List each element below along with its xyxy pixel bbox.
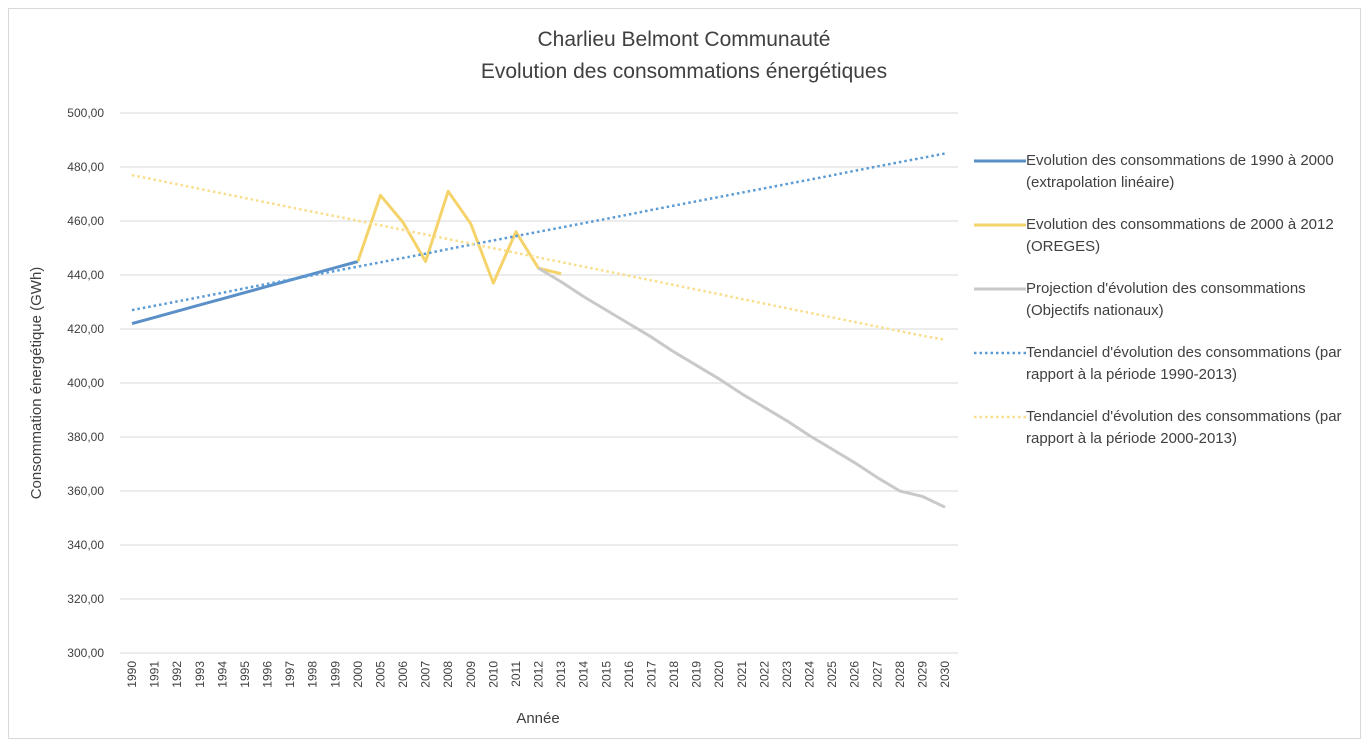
legend-item: Evolution des consommations de 1990 à 20… bbox=[970, 150, 1360, 194]
legend-swatch bbox=[974, 351, 1026, 355]
chart-title: Charlieu Belmont Communauté bbox=[538, 28, 831, 51]
series-line bbox=[131, 152, 946, 312]
y-axis-title: Consommation énergétique (GWh) bbox=[28, 267, 45, 500]
x-tick-label: 2018 bbox=[667, 661, 681, 688]
x-tick-label: 2024 bbox=[803, 661, 817, 688]
x-tick-label: 2023 bbox=[780, 661, 794, 688]
chart-subtitle: Evolution des consommations énergétiques bbox=[481, 60, 887, 83]
x-tick-label: 1991 bbox=[148, 661, 162, 688]
x-tick-label: 2015 bbox=[599, 661, 613, 688]
series-line bbox=[131, 260, 359, 326]
y-tick-label: 440,00 bbox=[67, 268, 104, 282]
x-tick-label: 1992 bbox=[170, 661, 184, 688]
x-tick-label: 2020 bbox=[712, 661, 726, 688]
legend-label: Evolution des consommations de 2000 à 20… bbox=[1026, 216, 1334, 255]
x-tick-label: 2016 bbox=[622, 661, 636, 688]
x-tick-label: 2007 bbox=[419, 661, 433, 688]
legend-swatch bbox=[974, 287, 1026, 291]
legend-swatch bbox=[974, 223, 1026, 227]
x-tick-label: 2030 bbox=[938, 661, 952, 688]
chart-frame bbox=[8, 8, 1361, 739]
x-tick-label: 2021 bbox=[735, 661, 749, 688]
x-tick-label: 1998 bbox=[306, 661, 320, 688]
x-tick-label: 1997 bbox=[283, 661, 297, 688]
y-tick-label: 500,00 bbox=[67, 106, 104, 120]
legend-label: Projection d'évolution des consommations… bbox=[1026, 280, 1306, 319]
x-tick-label: 2014 bbox=[577, 661, 591, 688]
x-tick-label: 2019 bbox=[690, 661, 704, 688]
x-tick-label: 2029 bbox=[915, 661, 929, 688]
series-line bbox=[537, 266, 946, 509]
x-tick-label: 1995 bbox=[238, 661, 252, 688]
x-tick-label: 1999 bbox=[328, 661, 342, 688]
x-tick-label: 1994 bbox=[215, 661, 229, 688]
legend-swatch bbox=[974, 415, 1026, 419]
y-tick-label: 400,00 bbox=[67, 376, 104, 390]
x-tick-label: 2028 bbox=[893, 661, 907, 688]
x-tick-label: 2025 bbox=[825, 661, 839, 688]
x-tick-label: 1990 bbox=[125, 661, 139, 688]
x-tick-label: 1996 bbox=[261, 661, 275, 688]
y-tick-label: 340,00 bbox=[67, 538, 104, 552]
x-tick-label: 2013 bbox=[554, 661, 568, 688]
x-tick-label: 2000 bbox=[351, 661, 365, 688]
legend-label: Tendanciel d'évolution des consommations… bbox=[1026, 344, 1342, 383]
legend: Evolution des consommations de 1990 à 20… bbox=[970, 150, 1360, 470]
y-tick-label: 300,00 bbox=[67, 646, 104, 660]
x-tick-label: 2027 bbox=[870, 661, 884, 688]
series-line bbox=[131, 173, 946, 342]
legend-item: Tendanciel d'évolution des consommations… bbox=[970, 406, 1360, 450]
y-tick-label: 480,00 bbox=[67, 160, 104, 174]
x-tick-label: 2010 bbox=[486, 661, 500, 688]
x-tick-label: 2011 bbox=[509, 661, 523, 687]
legend-item: Tendanciel d'évolution des consommations… bbox=[970, 342, 1360, 386]
legend-swatch bbox=[974, 159, 1026, 163]
y-tick-label: 360,00 bbox=[67, 484, 104, 498]
x-tick-label: 1993 bbox=[193, 661, 207, 688]
x-tick-label: 2009 bbox=[464, 661, 478, 688]
x-tick-label: 2022 bbox=[757, 661, 771, 688]
y-tick-label: 420,00 bbox=[67, 322, 104, 336]
x-tick-label: 2005 bbox=[373, 661, 387, 688]
series-line bbox=[356, 189, 562, 285]
x-tick-label: 2006 bbox=[396, 661, 410, 688]
y-tick-label: 320,00 bbox=[67, 592, 104, 606]
x-tick-label: 2008 bbox=[441, 661, 455, 688]
x-tick-label: 2026 bbox=[848, 661, 862, 688]
x-tick-label: 2017 bbox=[644, 661, 658, 688]
x-tick-label: 2012 bbox=[532, 661, 546, 688]
legend-item: Evolution des consommations de 2000 à 20… bbox=[970, 214, 1360, 258]
legend-label: Evolution des consommations de 1990 à 20… bbox=[1026, 152, 1334, 191]
x-axis-title: Année bbox=[516, 710, 559, 727]
legend-item: Projection d'évolution des consommations… bbox=[970, 278, 1360, 322]
legend-label: Tendanciel d'évolution des consommations… bbox=[1026, 408, 1342, 447]
y-tick-label: 460,00 bbox=[67, 214, 104, 228]
y-tick-label: 380,00 bbox=[67, 430, 104, 444]
